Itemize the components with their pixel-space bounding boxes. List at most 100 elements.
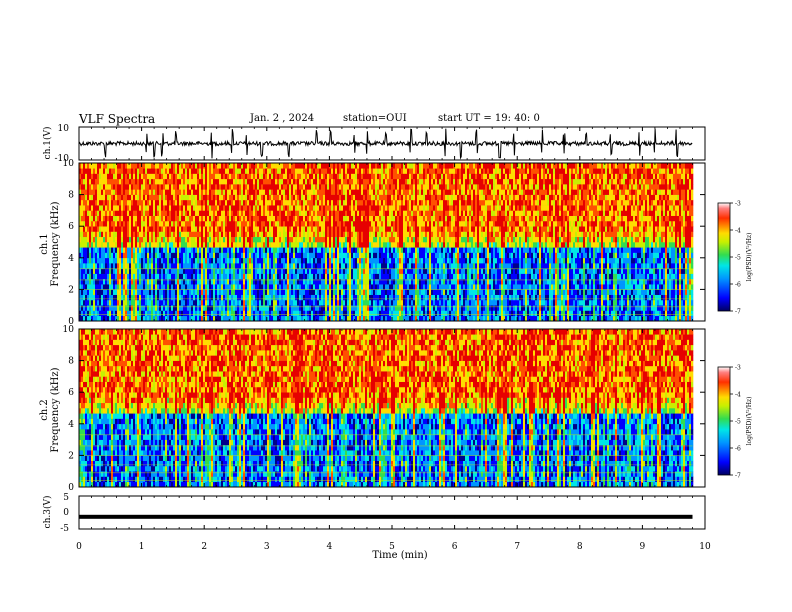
spectrogram-cell <box>211 247 214 253</box>
spectrogram-cell <box>329 257 332 264</box>
spectrogram-cell <box>223 210 226 216</box>
spectrogram-cell <box>325 252 328 259</box>
spectrogram-cell <box>247 242 250 248</box>
spectrogram-cell <box>235 215 238 222</box>
spectrogram-cell <box>305 220 308 227</box>
spectrogram-cell <box>323 257 326 264</box>
spectrogram-cell <box>157 242 160 248</box>
spectrogram-cell <box>249 184 252 190</box>
date-label: Jan. 2 , 2024 <box>250 113 315 124</box>
spectrogram-cell <box>211 289 214 295</box>
spectrogram-cell <box>167 215 170 222</box>
spectrogram-cell <box>395 168 398 174</box>
spectrogram-cell <box>379 305 382 311</box>
spectrogram-cell <box>255 310 258 317</box>
spectrogram-cell <box>287 163 290 169</box>
spectrogram-cell <box>173 236 176 243</box>
spectrogram-cell <box>259 305 262 311</box>
spectrogram-cell <box>241 247 244 253</box>
spectrogram-cell <box>251 299 254 306</box>
spectrogram-cell <box>315 210 318 216</box>
spectrogram-cell <box>393 305 396 311</box>
spectrogram-cell <box>259 163 262 169</box>
spectrogram-cell <box>265 168 268 174</box>
spectrogram-cell <box>277 199 280 206</box>
spectrogram-cell <box>189 305 192 311</box>
spectrogram-cell <box>247 263 250 269</box>
spectrogram-cell <box>247 215 250 222</box>
spectrogram-cell <box>239 278 242 285</box>
spectrogram-cell <box>365 231 368 238</box>
spectrogram-cell <box>153 315 156 322</box>
spectrogram-cell <box>99 194 102 201</box>
spectrogram-cell <box>129 215 132 222</box>
spectrogram-cell <box>165 236 168 243</box>
spectrogram-cell <box>217 173 220 180</box>
spectrogram-cell <box>97 173 100 180</box>
spectrogram-cell <box>207 236 210 243</box>
spectrogram-cell <box>183 278 186 285</box>
spectrogram-cell <box>339 299 342 306</box>
spectrogram-cell <box>283 168 286 174</box>
spectrogram-cell <box>203 168 206 174</box>
spectrogram-cell <box>403 189 406 195</box>
spectrogram-cell <box>121 299 124 306</box>
spectrogram-cell <box>371 247 374 253</box>
spectrogram-cell <box>229 289 232 295</box>
spectrogram-cell <box>285 315 288 322</box>
spectrogram-cell <box>335 263 338 269</box>
spectrogram-cell <box>127 294 130 301</box>
spectrogram-cell <box>279 189 282 195</box>
spectrogram-cell <box>307 257 310 264</box>
spectrogram-cell <box>315 220 318 227</box>
spectrogram-cell <box>299 236 302 243</box>
spectrogram-cell <box>331 163 334 169</box>
spectrogram-cell <box>319 263 322 269</box>
spectrogram-cell <box>167 231 170 238</box>
spectrogram-cell <box>311 226 314 232</box>
spectrogram-cell <box>367 252 370 259</box>
spectrogram-cell <box>233 257 236 264</box>
spectrogram-cell <box>261 226 264 232</box>
spectrogram-cell <box>259 310 262 317</box>
spectrogram-cell <box>181 189 184 195</box>
spectrogram-cell <box>239 199 242 206</box>
spectrogram-cell <box>81 252 84 259</box>
spectrogram-cell <box>81 210 84 216</box>
spectrogram-cell <box>123 294 126 301</box>
spectrogram-cell <box>215 210 218 216</box>
spectrogram-cell <box>331 210 334 216</box>
spectrogram-cell <box>161 284 164 290</box>
spectrogram-cell <box>235 278 238 285</box>
spectrogram-cell <box>83 236 86 243</box>
spectrogram-cell <box>307 194 310 201</box>
spectrogram-cell <box>309 310 312 317</box>
spectrogram-cell <box>299 194 302 201</box>
spectrogram-cell <box>275 263 278 269</box>
spectrogram-cell <box>179 189 182 195</box>
spectrogram-cell <box>111 294 114 301</box>
spectrogram-cell <box>163 268 166 274</box>
spectrogram-cell <box>79 263 82 269</box>
spectrogram-cell <box>261 315 264 322</box>
spectrogram-cell <box>379 215 382 222</box>
spectrogram-cell <box>299 163 302 169</box>
spectrogram-cell <box>395 194 398 201</box>
spectrogram-cell <box>223 268 226 274</box>
spectrogram-cell <box>165 263 168 269</box>
spectrogram-cell <box>207 226 210 232</box>
spectrogram-cell <box>255 236 258 243</box>
spectrogram-cell <box>293 199 296 206</box>
spectrogram-cell <box>401 273 404 280</box>
spectrogram-cell <box>333 163 336 169</box>
spectrogram-cell <box>283 289 286 295</box>
spectrogram-cell <box>201 247 204 253</box>
spectrogram-cell <box>157 220 160 227</box>
spectrogram-cell <box>115 173 118 180</box>
spectrogram-cell <box>113 226 116 232</box>
spectrogram-cell <box>205 168 208 174</box>
spectrogram-cell <box>395 310 398 317</box>
spectrogram-cell <box>193 189 196 195</box>
spectrogram-cell <box>195 257 198 264</box>
spectrogram-cell <box>211 210 214 216</box>
